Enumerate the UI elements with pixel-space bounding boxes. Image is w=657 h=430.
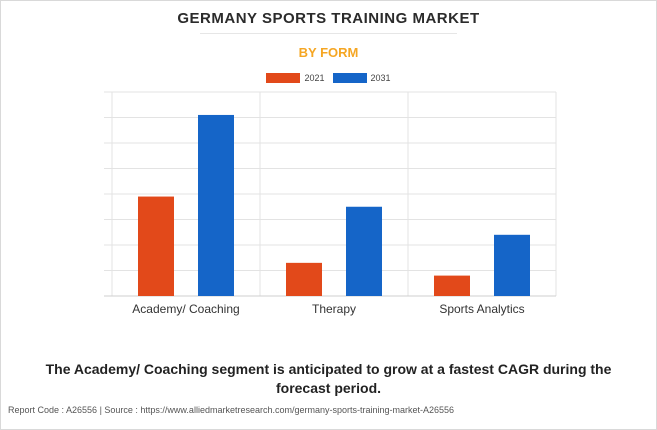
source-footer: Report Code : A26556 | Source : https://… <box>8 405 455 415</box>
chart-subtitle: BY FORM <box>298 45 359 60</box>
bar-2031-0 <box>198 114 234 296</box>
legend-item-2021: 2021 <box>266 73 325 83</box>
bar-2021-1 <box>286 262 322 296</box>
bar-2031-1 <box>346 206 382 296</box>
legend-label-2021: 2021 <box>304 73 325 83</box>
legend-item-2031: 2031 <box>332 73 391 83</box>
x-tick-label: Academy/ Coaching <box>132 302 239 316</box>
chart-title: GERMANY SPORTS TRAINING MARKET <box>177 10 480 27</box>
bar-2031-2 <box>494 234 530 296</box>
chart-caption: The Academy/ Coaching segment is anticip… <box>45 361 612 396</box>
legend-swatch-2021 <box>266 73 301 83</box>
legend-swatch-2031 <box>332 73 367 83</box>
chart-legend: 2021 2031 <box>0 73 657 83</box>
title-divider <box>200 33 457 34</box>
bar-2021-2 <box>434 275 470 296</box>
x-tick-label: Sports Analytics <box>439 302 524 316</box>
bar-2021-0 <box>138 196 174 296</box>
legend-label-2031: 2031 <box>370 73 391 83</box>
x-tick-label: Therapy <box>312 302 356 316</box>
